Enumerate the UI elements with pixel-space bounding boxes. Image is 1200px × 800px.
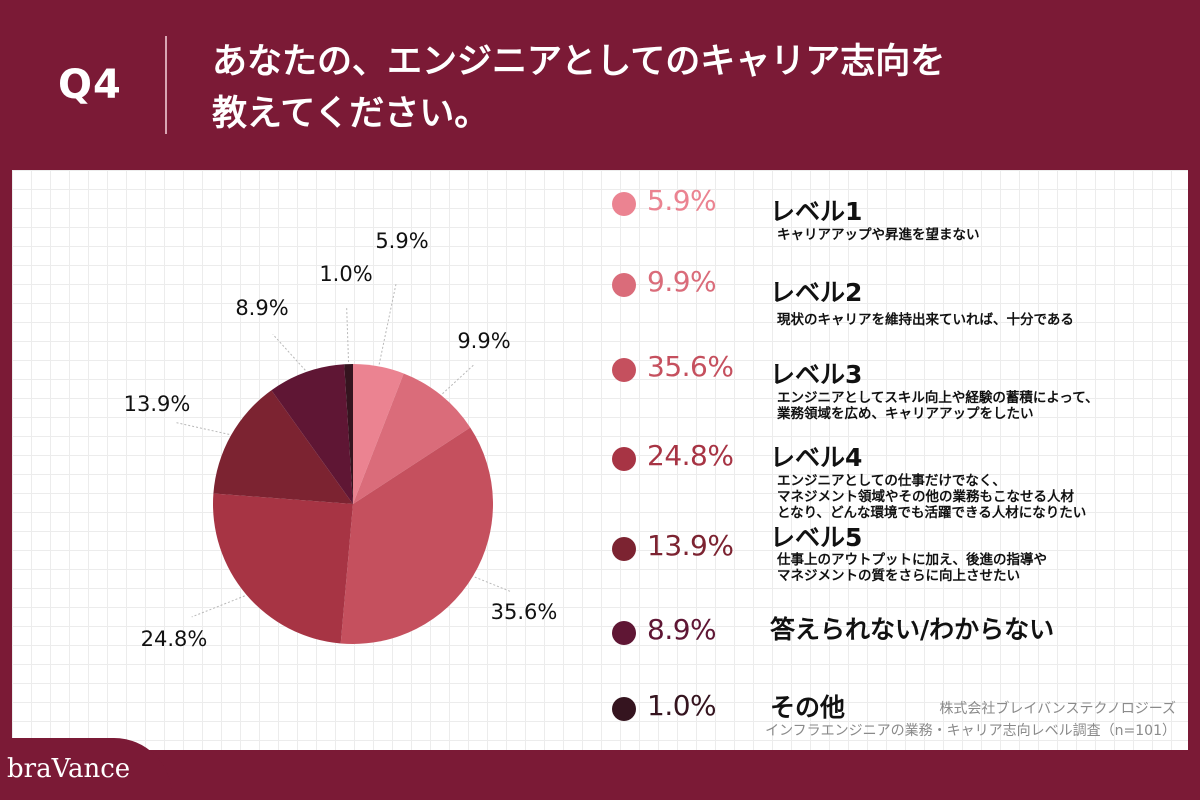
legend-description: 現状のキャリアを維持出来ていれば、十分である	[777, 312, 1074, 328]
legend-dot-icon	[612, 273, 636, 297]
pie-chart: 5.9% 9.9% 35.6% 24.8% 13.9% 8.9% 1.0%	[124, 229, 558, 651]
legend-dot-icon	[612, 358, 636, 382]
legend-percent: 8.9%	[647, 613, 717, 646]
leader-line-2	[442, 364, 474, 395]
legend-description: キャリアアップや昇進を望まない	[777, 227, 980, 243]
pie-slice-1	[353, 364, 404, 504]
pie-slice-6	[271, 364, 353, 504]
legend-title: その他	[770, 693, 846, 722]
logo-tab	[0, 738, 172, 800]
legend-description: エンジニアとしてスキル向上や経験の蓄積によって、 業務領域を広め、キャリアアップ…	[777, 390, 1099, 422]
legend-percent: 5.9%	[647, 184, 717, 217]
pie-data-label-2: 9.9%	[457, 329, 510, 353]
legend-title: レベル3	[770, 360, 863, 389]
legend-percent: 24.8%	[647, 439, 734, 472]
legend-dot-icon	[612, 697, 636, 721]
legend-dot-icon	[612, 447, 636, 471]
source-company: 株式会社ブレイバンステクノロジーズ	[939, 701, 1176, 717]
pie-slice-2	[353, 373, 471, 504]
leader-line-6	[272, 333, 306, 371]
pie-data-label-6: 8.9%	[235, 296, 288, 320]
legend: 5.9% レベル1 キャリアアップや昇進を望まない 9.9% レベル2 現状のキ…	[607, 180, 1187, 750]
question-title: あなたの、エンジニアとしてのキャリア志向を 教えてください。	[212, 36, 1112, 140]
legend-title: レベル1	[770, 197, 863, 226]
pie-data-label-1: 5.9%	[375, 229, 428, 253]
legend-dot-icon	[612, 537, 636, 561]
legend-percent: 13.9%	[647, 529, 734, 562]
legend-percent: 1.0%	[647, 689, 717, 722]
source-note: 株式会社ブレイバンステクノロジーズ インフラエンジニアの業務・キャリア志向レベル…	[765, 698, 1176, 742]
chart-panel: 5.9% 9.9% 35.6% 24.8% 13.9% 8.9% 1.0% 5.9% レベル…	[12, 170, 1188, 750]
legend-description: エンジニアとしての仕事だけでなく、 マネジメント領域やその他の業務もこなせる人材…	[777, 473, 1087, 521]
pie-data-label-5: 13.9%	[124, 392, 191, 416]
legend-title: レベル2	[770, 278, 863, 307]
pie-slice-7	[344, 364, 353, 504]
legend-percent: 9.9%	[647, 265, 717, 298]
question-label: Q4	[58, 62, 122, 108]
leader-line-3	[474, 576, 512, 593]
bravance-logo: braVance	[7, 754, 131, 784]
question-title-line1: あなたの、エンジニアとしてのキャリア志向を	[212, 42, 946, 82]
legend-percent: 35.6%	[647, 350, 734, 383]
legend-dot-icon	[612, 621, 636, 645]
pie-slice-4	[212, 493, 353, 644]
pie-data-label-4: 24.8%	[141, 627, 208, 651]
legend-description: 仕事上のアウトプットに加え、後進の指導や マネジメントの質をさらに向上させたい	[777, 552, 1047, 584]
legend-title: レベル5	[770, 523, 863, 552]
pie-data-label-7: 1.0%	[319, 262, 372, 286]
legend-dot-icon	[612, 192, 636, 216]
header-divider	[165, 36, 167, 134]
leader-line-1	[378, 282, 397, 365]
question-title-line2: 教えてください。	[212, 94, 490, 134]
legend-title: 答えられない/わからない	[770, 615, 1055, 644]
pie-slice-3	[340, 427, 493, 644]
leader-line-4	[191, 595, 245, 618]
header: Q4 あなたの、エンジニアとしてのキャリア志向を 教えてください。	[0, 0, 1200, 170]
leader-line-7	[346, 306, 350, 363]
source-survey: インフラエンジニアの業務・キャリア志向レベル調査（n=101）	[765, 723, 1176, 739]
leader-line-5	[174, 421, 230, 435]
pie-slice-5	[213, 390, 353, 504]
legend-title: レベル4	[770, 443, 863, 472]
pie-data-label-3: 35.6%	[491, 600, 558, 624]
